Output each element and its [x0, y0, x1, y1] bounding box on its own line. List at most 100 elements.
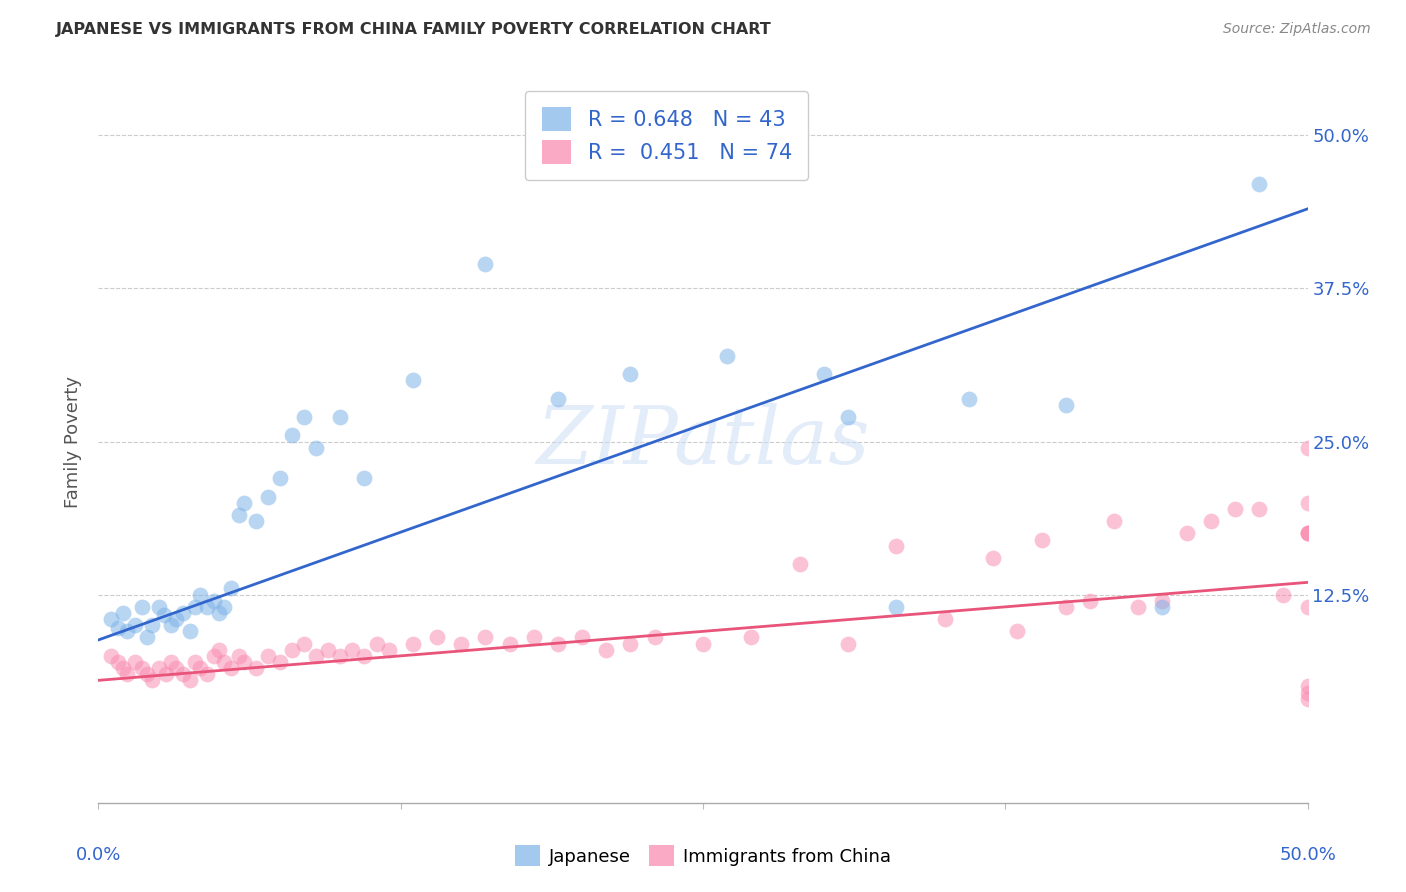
Point — [117, 624, 139, 639]
Point — [232, 655, 254, 669]
Point — [740, 631, 762, 645]
Point — [195, 667, 218, 681]
Point — [523, 631, 546, 645]
Point — [204, 648, 226, 663]
Point — [1272, 588, 1295, 602]
Point — [107, 621, 129, 635]
Point — [124, 618, 146, 632]
Point — [886, 539, 908, 553]
Point — [886, 599, 908, 614]
Point — [1296, 526, 1319, 541]
Point — [595, 642, 617, 657]
Point — [353, 648, 375, 663]
Point — [1296, 526, 1319, 541]
Point — [160, 618, 183, 632]
Point — [292, 410, 315, 425]
Point — [131, 599, 153, 614]
Point — [813, 367, 835, 381]
Point — [1296, 496, 1319, 510]
Point — [1249, 502, 1271, 516]
Text: 50.0%: 50.0% — [1279, 847, 1336, 864]
Point — [124, 655, 146, 669]
Point — [1249, 178, 1271, 192]
Point — [165, 661, 187, 675]
Point — [789, 557, 811, 571]
Point — [155, 667, 177, 681]
Point — [1296, 599, 1319, 614]
Point — [135, 631, 157, 645]
Point — [172, 667, 194, 681]
Point — [165, 612, 187, 626]
Point — [1175, 526, 1198, 541]
Point — [716, 349, 738, 363]
Point — [281, 428, 304, 442]
Point — [498, 637, 520, 651]
Point — [934, 612, 956, 626]
Point — [1223, 502, 1246, 516]
Point — [245, 661, 267, 675]
Point — [188, 661, 211, 675]
Point — [184, 655, 207, 669]
Point — [316, 642, 339, 657]
Text: ZIPatlas: ZIPatlas — [536, 403, 870, 480]
Point — [1078, 593, 1101, 607]
Point — [204, 593, 226, 607]
Point — [981, 550, 1004, 565]
Point — [329, 410, 352, 425]
Point — [1031, 533, 1053, 547]
Point — [152, 608, 174, 623]
Point — [1199, 514, 1222, 528]
Point — [1152, 593, 1174, 607]
Point — [148, 661, 170, 675]
Y-axis label: Family Poverty: Family Poverty — [65, 376, 83, 508]
Point — [131, 661, 153, 675]
Point — [1007, 624, 1029, 639]
Point — [228, 508, 250, 522]
Point — [172, 606, 194, 620]
Point — [547, 392, 569, 406]
Point — [1296, 441, 1319, 455]
Point — [450, 637, 472, 651]
Point — [342, 642, 364, 657]
Point — [571, 631, 593, 645]
Point — [1102, 514, 1125, 528]
Point — [474, 631, 496, 645]
Point — [1152, 599, 1174, 614]
Point — [692, 637, 714, 651]
Point — [221, 582, 243, 596]
Point — [195, 599, 218, 614]
Point — [402, 373, 425, 387]
Point — [111, 661, 134, 675]
Point — [141, 673, 163, 688]
Point — [232, 496, 254, 510]
Legend: Japanese, Immigrants from China: Japanese, Immigrants from China — [508, 838, 898, 873]
Point — [1296, 680, 1319, 694]
Point — [100, 612, 122, 626]
Point — [179, 673, 201, 688]
Text: Source: ZipAtlas.com: Source: ZipAtlas.com — [1223, 22, 1371, 37]
Point — [245, 514, 267, 528]
Point — [208, 606, 231, 620]
Point — [111, 606, 134, 620]
Point — [474, 257, 496, 271]
Point — [329, 648, 352, 663]
Point — [402, 637, 425, 651]
Point — [269, 471, 291, 485]
Point — [208, 642, 231, 657]
Point — [256, 648, 278, 663]
Text: JAPANESE VS IMMIGRANTS FROM CHINA FAMILY POVERTY CORRELATION CHART: JAPANESE VS IMMIGRANTS FROM CHINA FAMILY… — [56, 22, 772, 37]
Point — [221, 661, 243, 675]
Point — [1296, 526, 1319, 541]
Point — [366, 637, 388, 651]
Point — [184, 599, 207, 614]
Point — [292, 637, 315, 651]
Point — [228, 648, 250, 663]
Point — [256, 490, 278, 504]
Point — [377, 642, 399, 657]
Point — [353, 471, 375, 485]
Point — [957, 392, 980, 406]
Point — [160, 655, 183, 669]
Point — [281, 642, 304, 657]
Point — [179, 624, 201, 639]
Point — [1054, 599, 1077, 614]
